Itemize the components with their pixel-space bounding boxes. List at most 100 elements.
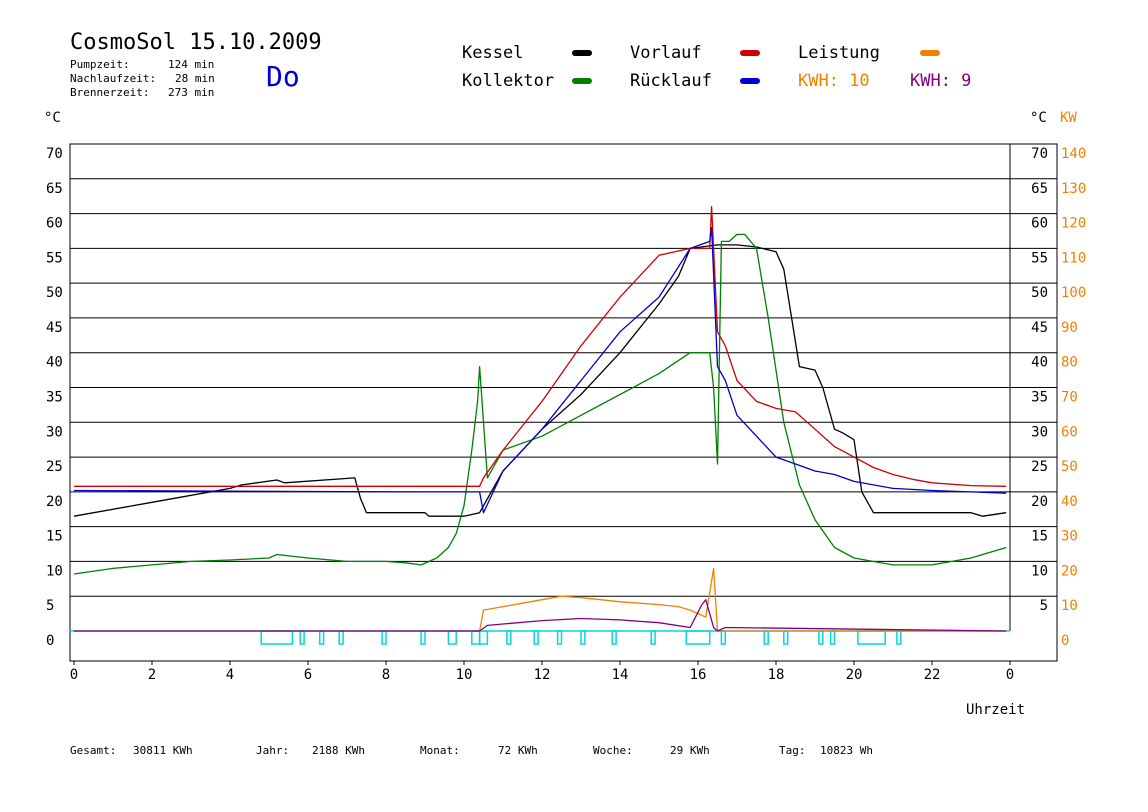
footer-jahr-value: 2188 KWh — [312, 744, 365, 757]
pump-interval — [299, 630, 305, 645]
legend-kollektor: Kollektor — [462, 71, 555, 91]
y-tick-right: 10 — [1031, 563, 1048, 579]
stat-pumpzeit-value: 124 min — [168, 58, 215, 71]
x-tick-label: 0 — [70, 667, 78, 683]
y-tick-left: 55 — [46, 250, 63, 266]
x-tick-label: 12 — [534, 667, 551, 683]
x-tick-label: 14 — [612, 667, 629, 683]
y-tick-kw: 50 — [1061, 459, 1078, 475]
y-tick-left: 60 — [46, 216, 63, 232]
x-tick-label: 6 — [304, 667, 312, 683]
pump-interval — [611, 630, 617, 645]
pump-interval — [381, 630, 387, 645]
y-tick-right: 50 — [1031, 285, 1048, 301]
y-tick-right: 5 — [1040, 598, 1048, 614]
y-tick-right: 15 — [1031, 529, 1048, 545]
series-leistung — [74, 567, 1007, 632]
y-tick-left: 50 — [46, 285, 63, 301]
y-tick-kw: 100 — [1061, 285, 1086, 301]
y-tick-left: 40 — [46, 355, 63, 371]
y-tick-kw: 110 — [1061, 250, 1086, 266]
y-tick-kw: 10 — [1061, 598, 1078, 614]
right-axis-unit-c: °C — [1030, 110, 1047, 126]
footer-gesamt-label: Gesamt: — [70, 744, 117, 757]
y-tick-kw: 120 — [1061, 216, 1086, 232]
stat-brennerzeit-value: 273 min — [168, 86, 215, 99]
y-tick-left: 30 — [46, 424, 63, 440]
y-tick-kw: 60 — [1061, 424, 1078, 440]
legend-kwh-purple: KWH: 9 — [910, 71, 972, 91]
pump-interval — [763, 630, 769, 645]
legend-ruecklauf: Rücklauf — [630, 71, 712, 91]
legend-kessel: Kessel — [462, 43, 524, 63]
chart-ticks: 0510152025303540455055606570510152025303… — [46, 146, 1086, 683]
series-vorlauf — [74, 205, 1007, 487]
legend-kessel-swatch — [572, 50, 592, 56]
x-axis-label: Uhrzeit — [966, 702, 1026, 718]
right-axis-unit-kw: KW — [1060, 110, 1077, 126]
legend-kwh-orange: KWH: 10 — [798, 71, 870, 91]
stat-nachlaufzeit-label: Nachlaufzeit: — [70, 72, 157, 85]
y-tick-right: 70 — [1031, 146, 1048, 162]
y-tick-kw: 70 — [1061, 390, 1078, 406]
y-tick-left: 45 — [46, 320, 63, 336]
footer-monat-value: 72 KWh — [498, 744, 538, 757]
stat-brennerzeit-label: Brennerzeit: — [70, 86, 150, 99]
y-tick-left: 5 — [46, 598, 54, 614]
legend-vorlauf: Vorlauf — [630, 43, 702, 63]
y-tick-left: 25 — [46, 459, 63, 475]
series-kessel — [73, 244, 1007, 517]
x-tick-label: 22 — [924, 667, 941, 683]
x-tick-label: 0 — [1006, 667, 1014, 683]
y-tick-kw: 140 — [1061, 146, 1086, 162]
chart-grid — [69, 143, 1058, 662]
pump-interval — [420, 630, 426, 645]
pump-interval — [580, 630, 586, 645]
legend-kollektor-swatch — [572, 78, 592, 84]
x-tick-label: 20 — [846, 667, 863, 683]
y-tick-left: 70 — [46, 146, 63, 162]
pump-interval — [650, 630, 656, 645]
stat-nachlaufzeit-value: 28 min — [175, 72, 215, 85]
pump-interval — [447, 630, 457, 645]
y-tick-kw: 40 — [1061, 494, 1078, 510]
pump-interval — [685, 630, 711, 645]
stat-pumpzeit-label: Pumpzeit: — [70, 58, 130, 71]
chart-series — [73, 205, 1007, 632]
x-tick-label: 2 — [148, 667, 156, 683]
legend-ruecklauf-swatch — [740, 78, 760, 84]
y-tick-left: 20 — [46, 494, 63, 510]
y-tick-kw: 0 — [1061, 633, 1069, 649]
y-tick-right: 55 — [1031, 250, 1048, 266]
pump-interval — [857, 630, 886, 645]
y-tick-right: 45 — [1031, 320, 1048, 336]
y-tick-kw: 20 — [1061, 563, 1078, 579]
legend-leistung-swatch — [920, 50, 940, 56]
y-tick-left: 0 — [46, 633, 54, 649]
pump-interval — [260, 630, 294, 645]
pump-intervals — [70, 630, 1010, 645]
y-tick-kw: 30 — [1061, 529, 1078, 545]
y-tick-left: 65 — [46, 181, 63, 197]
pump-interval — [829, 630, 836, 645]
left-axis-unit: °C — [44, 110, 61, 126]
pump-interval — [478, 630, 489, 645]
x-tick-label: 4 — [226, 667, 234, 683]
pump-interval — [896, 630, 902, 645]
legend-vorlauf-swatch — [740, 50, 760, 56]
footer-woche-value: 29 KWh — [670, 744, 710, 757]
y-tick-right: 65 — [1031, 181, 1048, 197]
pump-interval — [720, 630, 727, 645]
pump-interval — [818, 630, 824, 645]
footer-gesamt-value: 30811 KWh — [133, 744, 193, 757]
pump-interval — [506, 630, 512, 645]
pump-interval — [338, 630, 344, 645]
y-tick-kw: 130 — [1061, 181, 1086, 197]
x-tick-label: 8 — [382, 667, 390, 683]
legend-leistung: Leistung — [798, 43, 880, 63]
footer-tag-value: 10823 Wh — [820, 744, 873, 757]
y-tick-kw: 80 — [1061, 355, 1078, 371]
series-rcklauf — [73, 226, 1007, 514]
x-tick-label: 18 — [768, 667, 785, 683]
